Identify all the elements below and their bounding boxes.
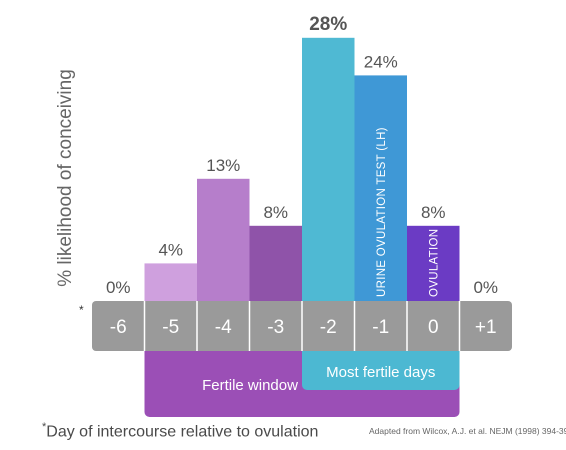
- most-fertile-days-label: Most fertile days: [326, 364, 435, 381]
- x-axis-label-text: Day of intercourse relative to ovulation: [46, 423, 319, 441]
- value-label--2: 28%: [309, 14, 347, 35]
- value-label--4: 13%: [206, 156, 240, 175]
- x-axis-label: *Day of intercourse relative to ovulatio…: [42, 421, 318, 441]
- value-label-0: 8%: [421, 203, 446, 222]
- value-label--5: 4%: [158, 240, 183, 259]
- tick-label--2: -2: [320, 317, 337, 338]
- bar--1: [354, 75, 407, 302]
- tick-label--5: -5: [162, 317, 179, 338]
- bar--3: [249, 225, 302, 301]
- bar-label-lh-test: URINE OVULATION TEST (LH): [376, 127, 388, 297]
- value-label-+1: 0%: [473, 278, 498, 297]
- footnote-marker: *: [42, 421, 47, 433]
- bar-label-ovulation: OVULATION: [428, 229, 440, 297]
- value-label--1: 24%: [364, 52, 398, 71]
- tick-label-+1: +1: [475, 317, 497, 338]
- y-axis-label: % likelihood of conceiving: [55, 69, 76, 287]
- tick-label--3: -3: [267, 317, 284, 338]
- bar-0: [407, 225, 460, 301]
- bar--2: [302, 37, 355, 302]
- footnote-asterisk: *: [79, 303, 84, 317]
- tick-label-0: 0: [428, 317, 439, 338]
- bar--5: [144, 263, 197, 301]
- value-label--6: 0%: [106, 278, 131, 297]
- bar--4: [197, 178, 250, 301]
- tick-label--1: -1: [372, 317, 389, 338]
- fertile-window-label: Fertile window: [202, 377, 298, 394]
- value-label--3: 8%: [263, 203, 288, 222]
- tick-label--4: -4: [215, 317, 232, 338]
- tick-label--6: -6: [110, 317, 127, 338]
- source-citation: Adapted from Wilcox, A.J. et al. NEJM (1…: [369, 426, 566, 436]
